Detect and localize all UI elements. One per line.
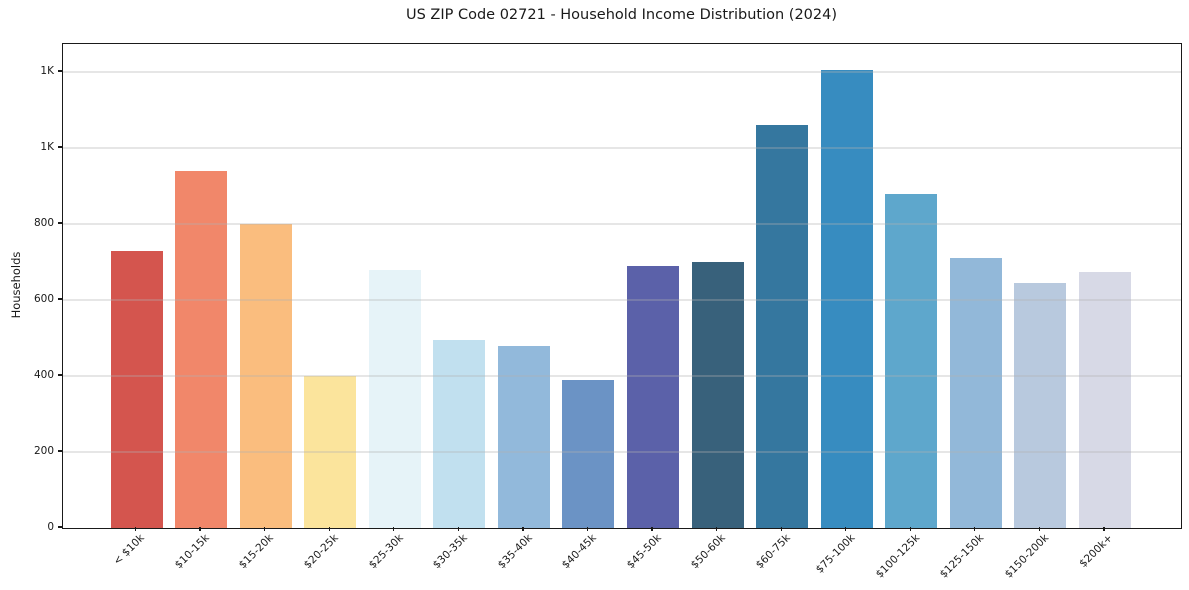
x-tick-label: $30-35k [430, 532, 470, 572]
y-tick-label: 200 [33, 445, 54, 457]
x-tick-mark [522, 527, 524, 531]
gridline [63, 451, 1181, 453]
gridline [63, 147, 1181, 149]
x-tick-mark [393, 527, 395, 531]
x-tick-label: $50-60k [689, 532, 729, 572]
y-tick-label: 1K [40, 141, 54, 153]
y-axis-label: Households [9, 251, 23, 319]
bar [239, 224, 292, 528]
bar [691, 262, 744, 528]
bar [756, 125, 809, 528]
x-tick-label: $200k+ [1077, 532, 1116, 570]
chart-title: US ZIP Code 02721 - Household Income Dis… [405, 7, 838, 23]
x-tick-mark [845, 527, 847, 531]
gridline [63, 223, 1181, 225]
bar [820, 70, 873, 528]
bar [304, 376, 357, 528]
bar [627, 265, 680, 528]
bar [1079, 271, 1132, 528]
x-tick-label: $150-200k [1002, 532, 1051, 581]
bar [110, 250, 163, 528]
bar [885, 193, 938, 528]
x-tick-mark [1103, 527, 1105, 531]
y-tick-mark [58, 222, 62, 224]
bar [175, 170, 228, 528]
gridline [63, 375, 1181, 377]
x-tick-mark [1038, 527, 1041, 531]
gridline [63, 71, 1181, 73]
bars-container [63, 44, 1181, 528]
y-tick-label: 0 [47, 521, 54, 533]
x-tick-label: $100-125k [873, 532, 922, 581]
bar [949, 258, 1002, 528]
gridline [63, 299, 1181, 301]
x-tick-label: $45-50k [624, 532, 664, 572]
x-tick-mark [586, 527, 589, 531]
y-tick-mark [58, 146, 62, 148]
y-tick-label: 1K [40, 65, 54, 77]
bar [562, 379, 615, 528]
x-tick-label: $75-100k [813, 532, 858, 576]
x-tick-label: $20-25k [301, 532, 341, 572]
x-tick-label: $15-20k [237, 532, 277, 572]
x-tick-mark [457, 527, 459, 531]
x-tick-mark [264, 527, 266, 531]
x-tick-label: $40-45k [559, 532, 599, 572]
bar [433, 339, 486, 528]
x-tick-mark [909, 527, 911, 531]
x-tick-mark [199, 527, 201, 531]
x-tick-mark [328, 527, 330, 531]
x-tick-mark [780, 527, 782, 531]
y-tick-mark [58, 526, 62, 528]
bar [1014, 282, 1067, 528]
bar [368, 269, 421, 528]
gridlines [63, 44, 1181, 528]
y-tick-mark [58, 450, 62, 452]
x-tick-mark [134, 527, 137, 531]
x-tick-label: $125-150k [937, 532, 987, 581]
x-tick-label: < $10k [111, 532, 147, 568]
y-tick-mark [58, 70, 62, 72]
y-tick-label: 600 [33, 293, 54, 305]
bar [497, 345, 550, 528]
y-tick-label: 800 [33, 217, 54, 229]
y-tick-label: 400 [33, 369, 54, 381]
x-tick-label: $25-30k [366, 532, 406, 572]
x-tick-mark [651, 527, 653, 531]
x-tick-label: $60-75k [753, 532, 793, 572]
y-tick-mark [58, 298, 62, 300]
plot-area [62, 43, 1182, 529]
y-tick-mark [58, 374, 62, 376]
x-tick-mark [716, 527, 718, 531]
x-tick-mark [974, 527, 976, 531]
x-tick-label: $35-40k [495, 532, 535, 572]
x-tick-label: $10-15k [172, 532, 212, 572]
